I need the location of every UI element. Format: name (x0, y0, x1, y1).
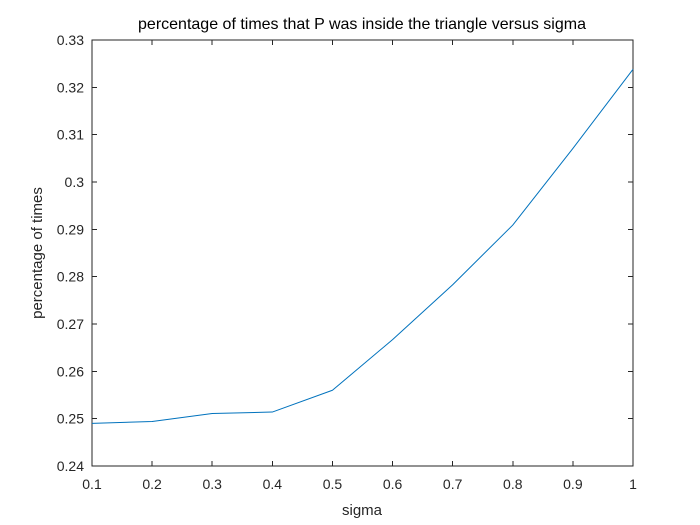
y-tick-label: 0.27 (57, 316, 84, 332)
x-tick-label: 0.2 (142, 476, 162, 492)
x-tick-label: 0.7 (443, 476, 463, 492)
x-tick-label: 0.4 (263, 476, 283, 492)
x-axis-title: sigma (342, 502, 383, 519)
x-tick-label: 0.9 (563, 476, 583, 492)
y-tick-label: 0.25 (57, 411, 84, 427)
y-tick-label: 0.32 (57, 79, 84, 95)
x-tick-label: 0.5 (323, 476, 343, 492)
x-tick-label: 0.8 (503, 476, 523, 492)
axes (91, 39, 634, 467)
x-tick-label: 0.6 (383, 476, 403, 492)
chart-title: percentage of times that P was inside th… (138, 16, 586, 33)
ticks (91, 39, 634, 467)
x-tick-label: 1 (629, 476, 637, 492)
axes-box (91, 39, 634, 467)
tick-labels: 0.1 0.2 0.3 0.4 0.5 0.6 0.7 0.8 0.9 1 0.24 0.25 0.26… (57, 32, 637, 492)
y-tick-label: 0.26 (57, 363, 84, 379)
x-tick-label: 0.3 (202, 476, 222, 492)
series-line (91, 69, 634, 424)
y-tick-label: 0.24 (57, 458, 84, 474)
y-tick-label: 0.29 (57, 221, 84, 237)
plot-series (91, 69, 634, 424)
x-tick-label: 0.1 (82, 476, 102, 492)
y-tick-label: 0.31 (57, 127, 84, 143)
y-axis-title: percentage of times (29, 187, 46, 319)
y-tick-label: 0.28 (57, 269, 84, 285)
y-tick-label: 0.3 (65, 174, 85, 190)
y-tick-label: 0.33 (57, 32, 84, 48)
